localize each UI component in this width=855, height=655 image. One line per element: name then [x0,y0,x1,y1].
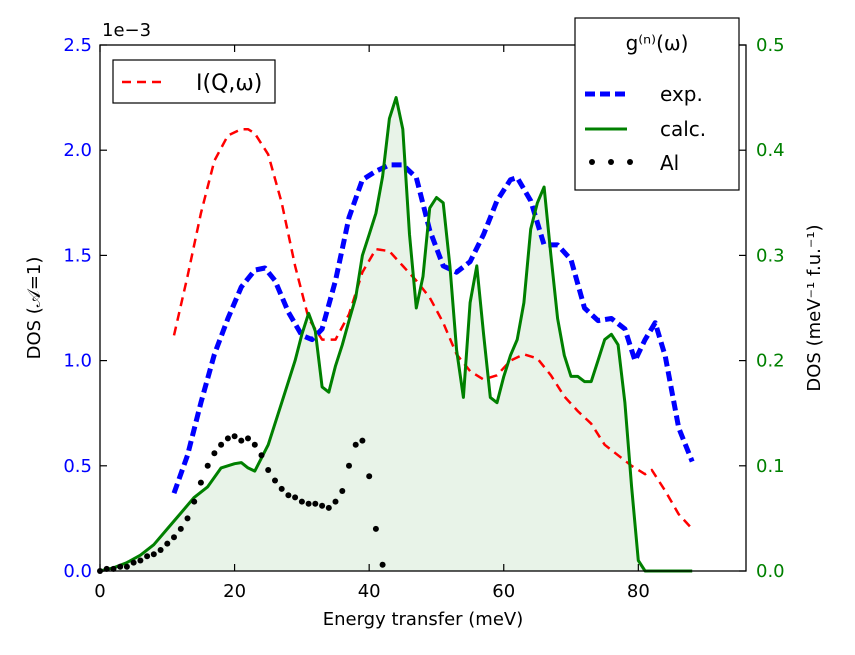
series-al-point [379,561,386,568]
left-axis-label: DOS (𝒜=1) [24,257,45,360]
legend-right: g⁽ⁿ⁾(ω) exp. calc. Al [574,17,740,191]
series-al-point [312,500,319,507]
right-y-tick-label: 0.2 [756,351,785,372]
plot-frame [99,44,747,572]
series-al-point [332,498,339,505]
series-al-point [366,473,373,480]
series-al-point [258,452,265,459]
series-al-point [130,559,137,566]
series-al-point [372,525,379,532]
legend-swatch-al-dot [589,159,595,165]
series-al-point [218,441,225,448]
series-al-point [245,435,251,442]
series-al-point [278,485,285,492]
series-al-point [171,534,177,541]
series-al-point [272,477,278,484]
x-tick-label: 40 [358,581,381,602]
legend-right-frame [574,17,740,191]
legend-label-al: Al [660,151,679,175]
series-al-point [352,441,359,448]
legend-title: g⁽ⁿ⁾(ω) [626,31,689,55]
series-al-point [285,492,292,499]
fill-layer [100,97,693,571]
left-y-tick-label: 1.0 [63,351,92,372]
series-al-point [150,551,157,558]
x-tick-label: 0 [94,581,105,602]
series-al-point [231,433,238,440]
series-al-point [137,557,144,564]
series-al-point [298,498,305,505]
left-y-tick-label: 0.5 [63,456,92,477]
series-al-point [191,498,198,505]
left-y-tick-label: 0.0 [63,561,92,582]
left-axis-multiplier: 1e−3 [102,20,151,41]
legend-left: I(Q,ω) [112,59,276,104]
series-exp-line [171,162,695,495]
series-al-point [204,462,211,469]
legend-swatch-al-dot [627,159,633,165]
series-al-point [117,563,124,570]
series-al-point [325,504,332,511]
series-layer [97,96,695,574]
axes-layer: 0 20 40 60 80 0.0 0.5 1.0 1.5 2.0 2.5 0.0 0.1 0.2 0.3 0… [63,35,784,602]
right-y-tick-label: 0.3 [756,245,785,266]
left-y-tick-label: 2.5 [63,35,92,56]
right-y-tick-label: 0.1 [756,456,785,477]
series-al-point [211,450,218,457]
series-al-point [339,488,346,494]
legend-swatch-al-dot [608,159,614,165]
right-y-tick-label: 0.5 [756,35,785,56]
series-al-point [359,437,366,444]
series-al-point [292,494,299,501]
series-al-point [305,500,312,507]
left-y-tick-label: 2.0 [63,140,92,161]
x-tick-label: 60 [492,581,515,602]
series-al-point [238,437,245,444]
series-al-point [265,467,272,473]
x-axis-label: Energy transfer (meV) [323,609,524,630]
right-y-tick-label: 0.4 [756,140,785,161]
series-al-point [177,525,184,532]
left-y-tick-label: 1.5 [63,245,92,266]
x-tick-label: 80 [627,581,650,602]
series-al-point [251,441,258,448]
series-al-point [157,547,164,553]
legend-label-exp: exp. [660,82,703,106]
series-al-point [123,563,130,570]
series-al-point [346,462,352,469]
series-al-point [224,435,231,442]
x-tick-label: 20 [223,581,246,602]
series-al-point [184,515,191,522]
series-al-point [319,502,326,509]
legend-label-i-q-omega: I(Q,ω) [196,71,262,96]
series-al-point [144,553,151,560]
right-y-tick-label: 0.0 [756,561,785,582]
series-i-q-omega-line [172,127,694,530]
series-fill-calc [100,97,693,571]
legend-label-calc: calc. [660,117,706,141]
series-al-point [164,540,171,547]
series-calc-line [99,96,693,573]
series-al-point [197,479,204,486]
right-axis-label: DOS (meV⁻¹ f.u.⁻¹) [804,224,825,391]
